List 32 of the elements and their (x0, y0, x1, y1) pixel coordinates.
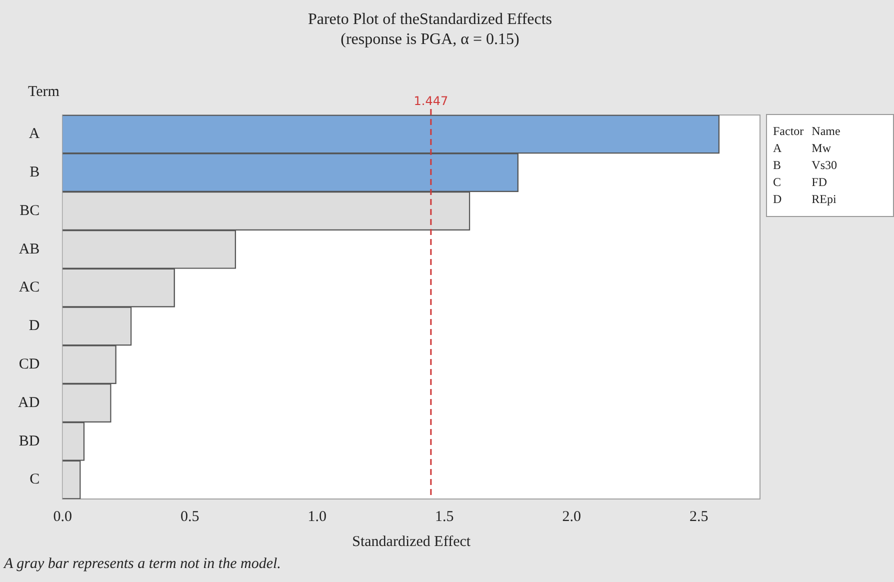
y-tick-label: BC (20, 202, 40, 219)
text: D (773, 191, 783, 208)
y-axis-title: Term (28, 84, 60, 101)
x-tick-label: 2.5 (690, 508, 708, 525)
text: B (773, 157, 782, 174)
chart-subtitle: (response is PGA, α = 0.15) (340, 30, 520, 50)
y-tick-label: A (28, 126, 40, 142)
y-tick-label: B (30, 164, 40, 181)
text: Name (812, 123, 840, 140)
ref-line-label: 1.447 (414, 94, 448, 108)
y-tick-label: AC (18, 280, 40, 296)
x-tick-label: 1.0 (308, 508, 327, 525)
x-tick-label: 1.5 (435, 508, 454, 525)
y-tick-label: D (28, 318, 40, 334)
text: Vs30 (812, 157, 838, 174)
x-tick-label: 0.0 (53, 508, 72, 525)
y-tick-label: AB (18, 241, 40, 258)
x-tick-label: 0.5 (180, 508, 200, 525)
y-tick-label: CD (18, 356, 40, 373)
y-tick-label: C (30, 472, 40, 488)
y-tick-label: AD (18, 394, 40, 411)
y-tick-label: BD (18, 433, 40, 450)
x-tick-label: 2.0 (562, 508, 582, 525)
x-axis-title: Standardized Effect (352, 534, 472, 550)
text: Mw (812, 140, 832, 157)
text: A (773, 140, 783, 157)
text: REpi (812, 191, 838, 208)
text: Factor (773, 123, 805, 140)
text: C (773, 174, 782, 191)
text: A gray bar represents a term not in the model. (4, 556, 281, 573)
chart-title: Pareto Plot of theStandardized Effects (306, 10, 554, 30)
text: FD (812, 174, 828, 191)
